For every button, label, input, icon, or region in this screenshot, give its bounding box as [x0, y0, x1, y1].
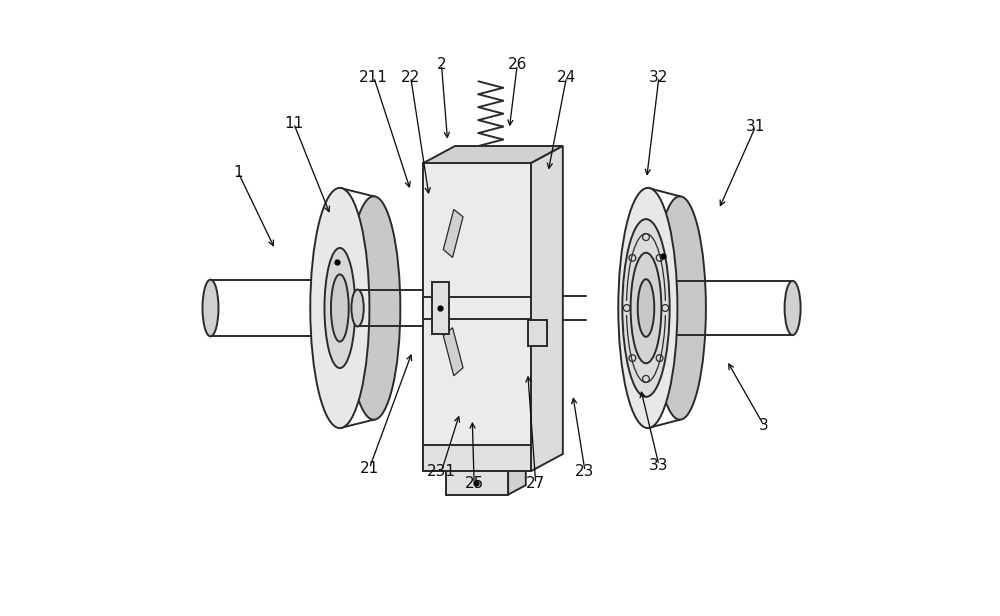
- Bar: [528, 320, 547, 346]
- Ellipse shape: [618, 188, 677, 428]
- Polygon shape: [531, 146, 563, 471]
- Text: 33: 33: [649, 458, 669, 472]
- Ellipse shape: [631, 253, 661, 363]
- Polygon shape: [443, 328, 463, 376]
- Text: 26: 26: [508, 57, 527, 72]
- Text: 211: 211: [359, 70, 388, 84]
- Ellipse shape: [654, 197, 706, 419]
- Text: 11: 11: [284, 116, 303, 131]
- Text: 2: 2: [437, 57, 446, 72]
- Bar: [432, 282, 449, 334]
- Bar: [423, 445, 531, 471]
- Text: 231: 231: [427, 464, 456, 479]
- Bar: [446, 471, 508, 495]
- Polygon shape: [443, 209, 463, 257]
- Polygon shape: [423, 146, 563, 163]
- Ellipse shape: [324, 248, 355, 368]
- Ellipse shape: [351, 290, 364, 326]
- Text: 27: 27: [526, 476, 545, 491]
- Ellipse shape: [310, 188, 369, 428]
- Ellipse shape: [347, 197, 400, 419]
- Polygon shape: [508, 462, 526, 495]
- Text: 22: 22: [401, 70, 420, 84]
- Text: 32: 32: [649, 70, 669, 84]
- Text: 23: 23: [575, 464, 595, 479]
- Text: 31: 31: [746, 119, 765, 134]
- Ellipse shape: [785, 281, 801, 335]
- Ellipse shape: [202, 280, 218, 336]
- Text: 1: 1: [233, 165, 243, 180]
- Text: 21: 21: [360, 461, 379, 476]
- Text: 3: 3: [759, 418, 769, 432]
- Text: 24: 24: [557, 70, 576, 84]
- Ellipse shape: [331, 274, 349, 342]
- Bar: [423, 163, 531, 471]
- Text: 25: 25: [465, 476, 484, 491]
- Ellipse shape: [622, 219, 670, 397]
- Ellipse shape: [638, 279, 654, 337]
